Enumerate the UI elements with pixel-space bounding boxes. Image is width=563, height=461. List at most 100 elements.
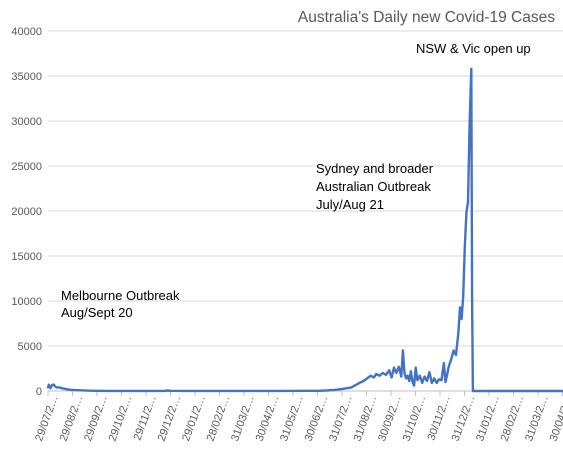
data-point-0-51 bbox=[408, 380, 410, 382]
x-tick-label-15: 31/10/2… bbox=[401, 394, 429, 443]
data-point-0-79 bbox=[465, 212, 468, 214]
data-point-0-0 bbox=[47, 386, 49, 388]
y-tick-label-20000: 20000 bbox=[11, 206, 42, 218]
data-point-0-59 bbox=[423, 376, 426, 378]
data-point-0-82 bbox=[470, 68, 472, 70]
data-point-0-41 bbox=[388, 369, 390, 371]
y-tick-label-35000: 35000 bbox=[11, 71, 42, 83]
annotation-sydney: Sydney and broader Australian Outbreak J… bbox=[316, 161, 437, 212]
data-point-0-42 bbox=[391, 376, 393, 379]
data-point-0-8 bbox=[61, 387, 63, 389]
data-point-0-10 bbox=[66, 388, 68, 390]
data-point-0-61 bbox=[428, 371, 431, 373]
data-point-0-80 bbox=[467, 201, 469, 203]
x-tick-label-19: 28/02/2… bbox=[499, 394, 527, 443]
x-tick-label-21: 30/04/2… bbox=[548, 394, 563, 443]
data-point-0-39 bbox=[382, 372, 384, 374]
x-tick-label-11: 30/06/2… bbox=[303, 394, 331, 443]
data-point-0-13 bbox=[80, 389, 82, 391]
x-tick-label-6: 29/01/2… bbox=[180, 394, 208, 443]
y-tick-label-10000: 10000 bbox=[11, 296, 42, 308]
data-point-0-69 bbox=[446, 374, 448, 376]
data-point-0-24 bbox=[256, 390, 258, 392]
data-point-0-76 bbox=[461, 318, 463, 320]
y-tick-label-0: 0 bbox=[36, 386, 42, 398]
data-point-0-65 bbox=[438, 378, 440, 380]
data-point-0-14 bbox=[86, 390, 88, 392]
x-tick-label-12: 31/07/2… bbox=[327, 394, 355, 443]
data-point-0-29 bbox=[333, 389, 336, 391]
series-layer bbox=[46, 67, 563, 393]
annotation-sydney-line-2: Australian Outbreak bbox=[316, 179, 431, 194]
data-point-0-1 bbox=[48, 384, 50, 386]
annotation-melbourne-line-2: Aug/Sept 20 bbox=[61, 305, 133, 320]
data-point-0-7 bbox=[58, 386, 60, 388]
data-point-0-11 bbox=[69, 389, 72, 391]
data-point-0-31 bbox=[350, 386, 352, 388]
y-tick-label-25000: 25000 bbox=[11, 161, 42, 173]
data-point-0-40 bbox=[385, 374, 387, 376]
x-tick-label-1: 29/08/2… bbox=[58, 394, 86, 443]
x-tick-label-14: 30/09/2… bbox=[376, 394, 404, 443]
data-point-0-20 bbox=[169, 390, 171, 392]
data-point-0-73 bbox=[455, 354, 457, 356]
data-point-0-18 bbox=[163, 390, 165, 392]
data-point-0-35 bbox=[370, 375, 372, 377]
x-tick-label-13: 31/08/2… bbox=[352, 394, 380, 443]
data-point-0-62 bbox=[431, 382, 433, 384]
data-point-0-56 bbox=[416, 379, 418, 381]
data-point-0-71 bbox=[450, 358, 452, 361]
annotation-sydney-line-1: Sydney and broader bbox=[316, 161, 434, 176]
y-axis-tick-labels: 0 5000 10000 15000 20000 25000 30000 35000 40000 bbox=[11, 26, 42, 398]
data-point-0-77 bbox=[462, 295, 464, 298]
data-point-0-22 bbox=[209, 390, 211, 392]
x-axis: 29/07/2…29/08/2…29/09/2…29/10/2…29/11/2…… bbox=[33, 390, 563, 443]
data-point-0-67 bbox=[443, 362, 445, 364]
data-point-0-47 bbox=[402, 349, 404, 352]
data-point-0-81 bbox=[469, 120, 471, 122]
data-point-0-83 bbox=[471, 300, 473, 302]
x-tick-label-9: 30/04/2… bbox=[254, 394, 282, 443]
data-point-0-53 bbox=[411, 381, 414, 383]
data-point-0-37 bbox=[375, 373, 377, 375]
series-line-0 bbox=[46, 67, 563, 393]
data-point-0-74 bbox=[457, 331, 459, 334]
data-point-0-48 bbox=[403, 372, 406, 374]
data-point-0-44 bbox=[395, 372, 398, 374]
data-point-0-17 bbox=[135, 390, 137, 392]
annotation-melbourne-line-1: Melbourne Outbreak bbox=[61, 288, 180, 303]
x-tick-label-2: 29/09/2… bbox=[82, 394, 110, 443]
x-tick-label-3: 29/10/2… bbox=[107, 394, 135, 443]
data-point-0-86 bbox=[502, 390, 505, 392]
x-tick-label-10: 31/05/2… bbox=[278, 394, 306, 443]
data-point-0-45 bbox=[398, 366, 400, 368]
data-point-0-23 bbox=[231, 390, 233, 392]
data-point-0-84 bbox=[472, 390, 474, 392]
x-tick-label-8: 31/03/2… bbox=[229, 394, 257, 443]
data-point-0-49 bbox=[405, 377, 407, 379]
data-point-0-58 bbox=[421, 382, 423, 384]
data-point-0-16 bbox=[110, 390, 112, 392]
data-point-0-60 bbox=[426, 380, 428, 382]
annotation-nsw-vic-line-1: NSW & Vic open up bbox=[416, 41, 531, 56]
data-point-0-70 bbox=[448, 366, 450, 368]
data-point-0-2 bbox=[49, 387, 52, 389]
annotation-nsw-vic: NSW & Vic open up bbox=[416, 41, 531, 56]
data-point-0-4 bbox=[53, 383, 55, 386]
data-point-0-25 bbox=[280, 390, 282, 392]
y-tick-label-5000: 5000 bbox=[18, 341, 42, 353]
data-point-0-6 bbox=[56, 386, 58, 389]
data-point-0-64 bbox=[436, 382, 438, 384]
y-tick-label-15000: 15000 bbox=[11, 251, 42, 263]
data-point-0-78 bbox=[464, 246, 466, 248]
data-point-0-68 bbox=[444, 381, 447, 383]
annotation-sydney-line-3: July/Aug 21 bbox=[316, 197, 384, 212]
chart-title: Australia's Daily new Covid-19 Cases bbox=[298, 9, 555, 26]
data-point-0-3 bbox=[51, 384, 53, 386]
x-tick-label-16: 30/11/2… bbox=[426, 394, 453, 442]
annotations: NSW & Vic open up Sydney and broader Aus… bbox=[61, 41, 531, 320]
data-point-0-75 bbox=[459, 306, 461, 308]
data-point-0-54 bbox=[413, 385, 415, 387]
